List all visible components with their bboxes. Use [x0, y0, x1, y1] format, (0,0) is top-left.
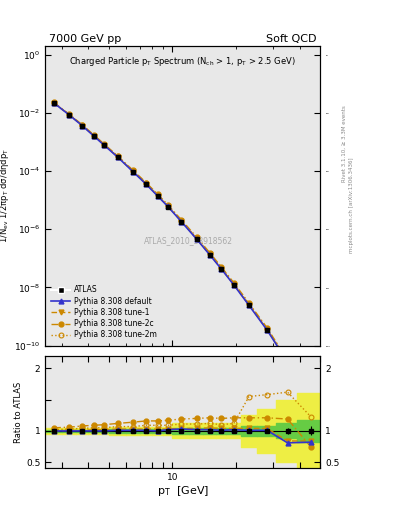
- Y-axis label: 1/N$_\mathrm{ev}$ 1/2πp$_\mathrm{T}$ dσ/dηdp$_\mathrm{T}$: 1/N$_\mathrm{ev}$ 1/2πp$_\mathrm{T}$ dσ/…: [0, 148, 11, 243]
- Text: Rivet 3.1.10, ≥ 3.3M events: Rivet 3.1.10, ≥ 3.3M events: [342, 105, 346, 182]
- Text: ATLAS_2010_S8918562: ATLAS_2010_S8918562: [144, 236, 233, 245]
- Text: mcplots.cern.ch [arXiv:1306.3436]: mcplots.cern.ch [arXiv:1306.3436]: [349, 157, 354, 252]
- Text: 7000 GeV pp: 7000 GeV pp: [49, 33, 121, 44]
- Text: Soft QCD: Soft QCD: [266, 33, 316, 44]
- Legend: ATLAS, Pythia 8.308 default, Pythia 8.308 tune-1, Pythia 8.308 tune-2c, Pythia 8: ATLAS, Pythia 8.308 default, Pythia 8.30…: [49, 283, 160, 342]
- Text: Charged Particle p$_\mathrm{T}$ Spectrum (N$_\mathrm{ch}$ > 1, p$_\mathrm{T}$ > : Charged Particle p$_\mathrm{T}$ Spectrum…: [70, 55, 296, 68]
- Y-axis label: Ratio to ATLAS: Ratio to ATLAS: [14, 381, 23, 443]
- X-axis label: p$_\mathrm{T}$  [GeV]: p$_\mathrm{T}$ [GeV]: [157, 484, 209, 498]
